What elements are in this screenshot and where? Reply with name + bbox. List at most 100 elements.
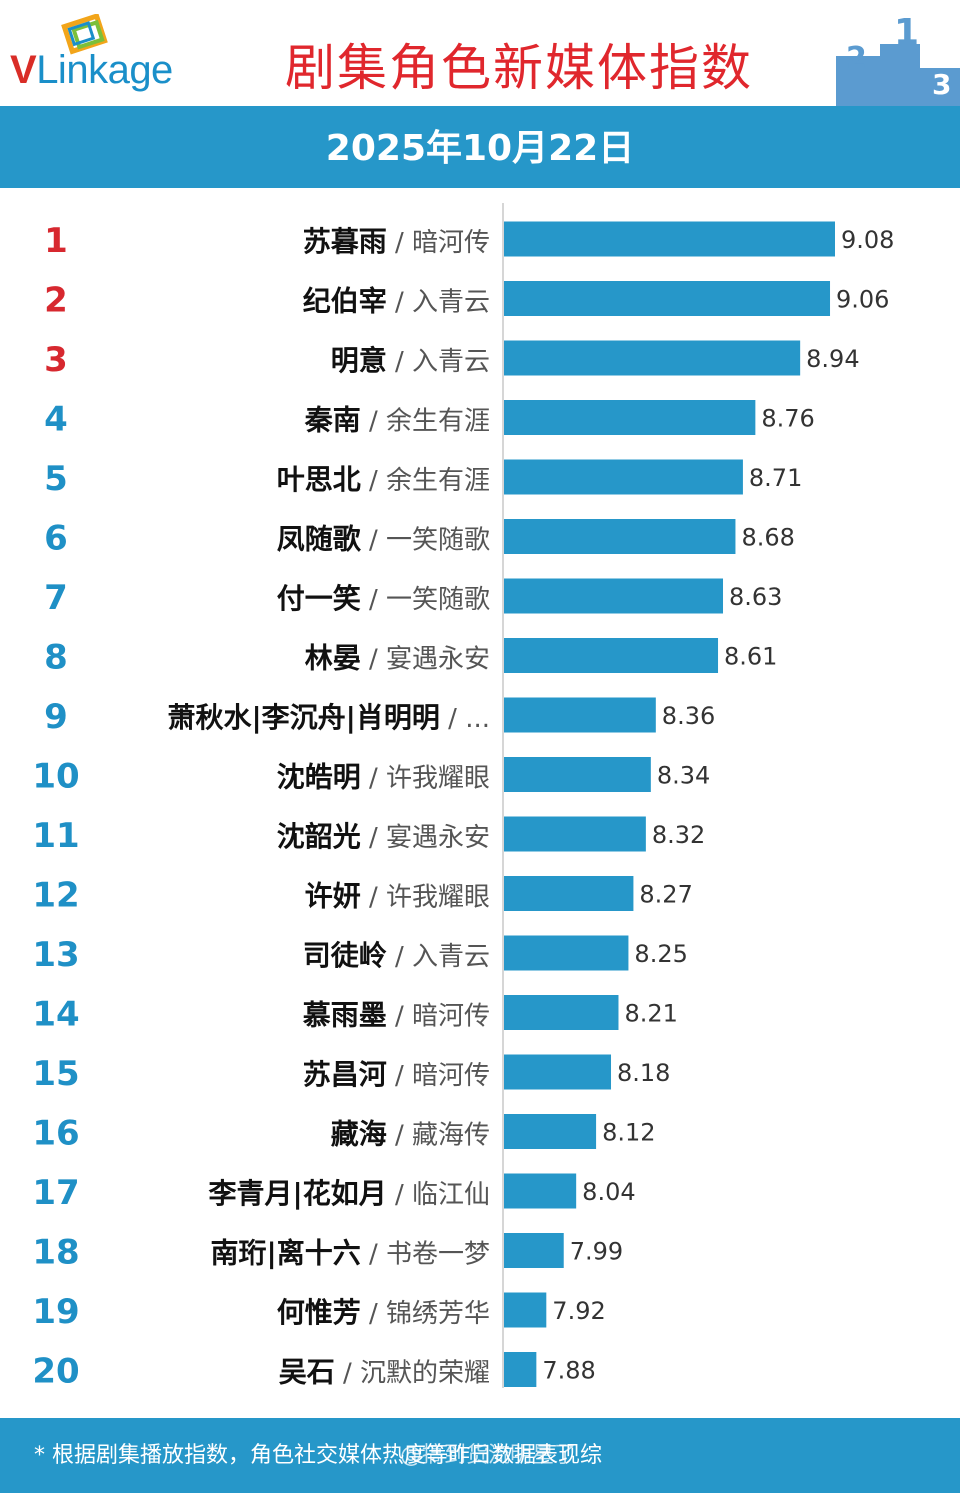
- bar: [504, 340, 801, 376]
- drama-name: / 入青云: [387, 288, 490, 318]
- drama-name: / 一笑随歌: [361, 526, 490, 556]
- svg-text:2: 2: [846, 41, 867, 76]
- row-label: 李青月|花如月 / 临江仙: [208, 1177, 490, 1210]
- bar: [504, 935, 629, 971]
- drama-name: / 余生有涯: [361, 466, 490, 496]
- role-name: 苏暮雨: [303, 225, 387, 258]
- drama-name: / ...: [440, 704, 490, 734]
- value-label: 8.04: [582, 1178, 635, 1206]
- drama-name: / 余生有涯: [361, 407, 490, 437]
- role-name: 南珩|离十六: [210, 1237, 360, 1270]
- bar: [504, 1352, 537, 1387]
- value-label: 8.76: [761, 405, 814, 433]
- brand-name: VLinkage: [10, 48, 173, 93]
- value-label: 8.94: [806, 345, 859, 373]
- row-label: 沈韶光 / 宴遇永安: [277, 820, 490, 853]
- rank-number: 5: [44, 459, 68, 499]
- rank-number: 12: [32, 876, 79, 916]
- rank-number: 20: [32, 1352, 79, 1392]
- rank-number: 13: [32, 935, 79, 975]
- footer: * 根据剧集播放指数，角色社交媒体热度等昨日数据表现综 @搞到货流明星了: [0, 1418, 960, 1493]
- value-label: 8.71: [749, 464, 802, 492]
- brand-v: V: [10, 48, 37, 92]
- row-label: 南珩|离十六 / 书卷一梦: [210, 1237, 490, 1270]
- value-label: 8.25: [634, 940, 687, 968]
- row-label: 吴石 / 沉默的荣耀: [279, 1356, 490, 1389]
- row-label: 秦南 / 余生有涯: [304, 404, 490, 437]
- row-label: 林晏 / 宴遇永安: [305, 642, 490, 675]
- value-label: 7.88: [542, 1357, 595, 1385]
- row-label: 萧秋水|李沉舟|肖明明 / ...: [167, 701, 490, 734]
- drama-name: / 一笑随歌: [361, 585, 490, 615]
- value-label: 8.68: [741, 524, 794, 552]
- rank-number: 11: [32, 816, 79, 856]
- logo-mark-icon: [61, 14, 108, 55]
- value-label: 9.06: [836, 286, 889, 314]
- rank-number: 10: [32, 757, 79, 797]
- rank-number: 9: [44, 697, 68, 737]
- drama-name: / 许我耀眼: [361, 883, 490, 913]
- role-name: 李青月|花如月: [208, 1177, 386, 1210]
- svg-text:1: 1: [894, 14, 919, 53]
- drama-name: / 暗河传: [387, 228, 490, 258]
- value-label: 9.08: [841, 226, 894, 254]
- value-label: 7.92: [552, 1297, 605, 1325]
- svg-text:3: 3: [932, 68, 951, 101]
- value-label: 8.21: [624, 1000, 677, 1028]
- row-label: 凤随歌 / 一笑随歌: [277, 523, 490, 556]
- row-label: 何惟芳 / 锦绣芳华: [277, 1296, 490, 1329]
- rank-number: 1: [44, 221, 68, 261]
- drama-name: / 入青云: [387, 347, 490, 377]
- role-name: 何惟芳: [277, 1296, 361, 1329]
- row-label: 明意 / 入青云: [331, 344, 490, 377]
- rank-number: 17: [32, 1173, 79, 1213]
- brand-logo: VLinkage: [10, 14, 220, 94]
- bar: [504, 1233, 564, 1268]
- drama-name: / 沉默的荣耀: [335, 1359, 490, 1389]
- drama-name: / 暗河传: [387, 1002, 490, 1032]
- bar: [504, 697, 656, 733]
- rank-number: 4: [44, 400, 68, 440]
- row-label: 司徒岭 / 入青云: [303, 939, 490, 972]
- bar: [504, 459, 743, 495]
- drama-name: / 藏海传: [387, 1121, 490, 1151]
- row-label: 沈皓明 / 许我耀眼: [277, 761, 490, 794]
- bar: [504, 1292, 547, 1328]
- rank-number: 8: [44, 638, 68, 678]
- rank-number: 2: [44, 281, 68, 321]
- role-name: 沈韶光: [277, 820, 361, 853]
- brand-rest: Linkage: [36, 48, 173, 92]
- footer-note: * 根据剧集播放指数，角色社交媒体热度等昨日数据表现综: [34, 1443, 602, 1468]
- role-name: 慕雨墨: [303, 999, 387, 1032]
- rank-number: 3: [44, 340, 68, 380]
- header: VLinkage 剧集角色新媒体指数 1 2 3: [0, 0, 960, 106]
- role-name: 吴石: [279, 1356, 335, 1389]
- role-name: 藏海: [331, 1118, 387, 1151]
- bar: [504, 1054, 612, 1090]
- date-banner: 2025年10月22日: [0, 106, 960, 188]
- value-label: 8.32: [652, 821, 705, 849]
- row-label: 苏暮雨 / 暗河传: [303, 225, 490, 258]
- rank-number: 16: [32, 1114, 79, 1154]
- role-name: 凤随歌: [277, 523, 362, 556]
- role-name: 纪伯宰: [303, 285, 387, 318]
- row-label: 藏海 / 藏海传: [331, 1118, 490, 1151]
- rank-number: 15: [32, 1054, 79, 1094]
- role-name: 沈皓明: [277, 761, 361, 794]
- bar: [504, 995, 619, 1030]
- rank-number: 6: [44, 519, 68, 559]
- row-label: 许妍 / 许我耀眼: [305, 880, 490, 913]
- page-title: 剧集角色新媒体指数: [285, 39, 753, 97]
- role-name: 明意: [331, 344, 387, 377]
- row-label: 苏昌河 / 暗河传: [303, 1058, 490, 1091]
- drama-name: / 锦绣芳华: [361, 1299, 490, 1329]
- rank-number: 7: [44, 578, 68, 618]
- podium-icon: 1 2 3: [836, 14, 960, 106]
- role-name: 司徒岭: [303, 939, 387, 972]
- row-label: 付一笑 / 一笑随歌: [277, 582, 490, 615]
- drama-name: / 宴遇永安: [361, 823, 490, 853]
- rank-number: 18: [32, 1233, 79, 1273]
- role-name: 许妍: [305, 880, 361, 913]
- role-name: 林晏: [305, 642, 361, 675]
- bar: [504, 757, 651, 792]
